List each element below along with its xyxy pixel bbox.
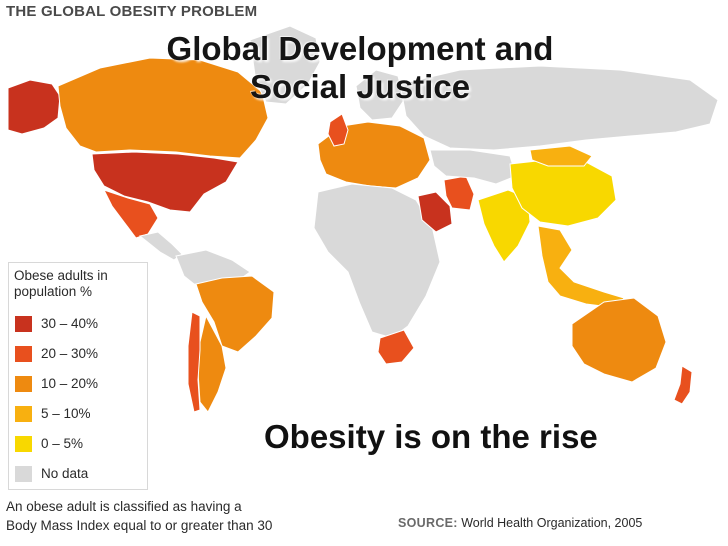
region-mongolia — [529, 145, 593, 167]
source-text: World Health Organization, 2005 — [461, 516, 643, 530]
region-canada — [57, 57, 269, 159]
legend-title-line-2: population % — [14, 284, 93, 299]
legend-label: No data — [41, 466, 89, 481]
region-africa — [313, 183, 441, 339]
region-united-states — [91, 151, 239, 213]
legend-swatch — [15, 376, 32, 392]
region-central-asia — [429, 149, 517, 185]
region-central-america — [138, 231, 183, 261]
region-new-zealand — [673, 365, 693, 405]
region-russia — [399, 65, 719, 151]
footnote-line-2: Body Mass Index equal to or greater than… — [6, 518, 273, 533]
legend-item-0-5: 0 – 5% — [15, 435, 145, 453]
legend-label: 20 – 30% — [41, 346, 99, 361]
legend-label: 5 – 10% — [41, 406, 91, 421]
bmi-footnote: An obese adult is classified as having a… — [6, 497, 272, 535]
region-southeast-asia — [537, 225, 625, 309]
legend-swatch — [15, 406, 32, 422]
map-header-title: THE GLOBAL OBESITY PROBLEM — [6, 3, 258, 20]
source-credit: SOURCE: World Health Organization, 2005 — [398, 516, 642, 530]
source-label: SOURCE: — [398, 516, 458, 530]
legend-title: Obese adults in population % — [14, 268, 146, 300]
legend-swatch — [15, 436, 32, 452]
slide-title: Global Development and Social Justice — [40, 30, 680, 106]
region-brazil — [195, 275, 275, 353]
legend-item-20-30: 20 – 30% — [15, 345, 145, 363]
region-scandinavia — [355, 69, 405, 121]
legend-swatch — [15, 346, 32, 362]
region-united-kingdom — [327, 113, 349, 147]
region-greenland — [249, 25, 321, 105]
legend-item-no-data: No data — [15, 465, 145, 483]
legend-label: 30 – 40% — [41, 316, 99, 331]
legend-swatch — [15, 316, 32, 332]
legend-label: 0 – 5% — [41, 436, 84, 451]
region-saudi-arabia — [417, 191, 453, 233]
region-australia — [571, 297, 667, 383]
legend-item-5-10: 5 – 10% — [15, 405, 145, 423]
map-legend: Obese adults in population % 30 – 40% 20… — [8, 262, 148, 490]
legend-item-30-40: 30 – 40% — [15, 315, 145, 333]
legend-label: 10 – 20% — [41, 376, 99, 391]
map-regions — [7, 25, 719, 413]
legend-title-line-1: Obese adults in — [14, 268, 108, 283]
region-chile — [187, 311, 201, 413]
footnote-line-1: An obese adult is classified as having a — [6, 499, 242, 514]
region-alaska — [7, 79, 61, 135]
legend-swatch — [15, 466, 32, 482]
slide-subtitle: Obesity is on the rise — [264, 418, 598, 455]
slide-title-line-2: Social Justice — [249, 68, 471, 105]
slide-title-line-1: Global Development and — [166, 30, 554, 67]
legend-item-10-20: 10 – 20% — [15, 375, 145, 393]
region-south-africa — [377, 329, 415, 365]
